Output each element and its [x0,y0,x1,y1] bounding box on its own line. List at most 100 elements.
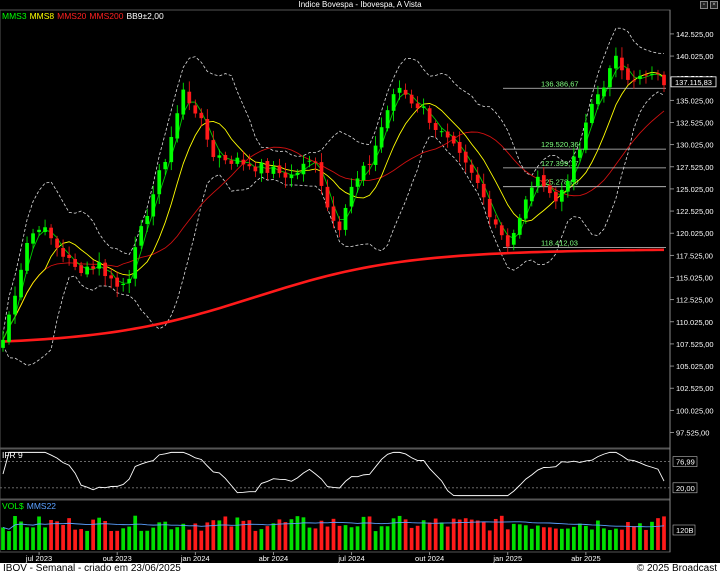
price-tick-label: 112.525,00 [676,296,713,305]
candle-body [650,73,654,75]
candle-body [91,266,95,269]
candle-body [97,262,102,269]
chart-canvas[interactable]: 120B 76,99 20,00 136.386,67 129.520,36 127.… [0,0,720,563]
candle-body [481,183,486,198]
candle-body [445,131,450,138]
price-tick-label: 135.025,00 [676,96,714,105]
candle-body [277,165,282,174]
candle-body [439,131,444,133]
volume-bar [67,518,71,550]
volume-bar [367,516,372,550]
candle-body [367,163,372,165]
volume-bar [127,526,132,550]
candle-body [145,215,150,225]
candle-body [175,113,180,139]
price-tick-label: 120.025,00 [676,229,714,238]
candle-body [547,185,552,194]
candle-body [325,186,330,208]
volume-bar [97,517,102,550]
price-tick-label: 107.525,00 [676,340,714,349]
candle-body [578,149,582,158]
candle-body [379,127,384,148]
volume-bar [109,531,114,550]
candle-body [217,155,222,158]
volume-bar [541,527,546,550]
volume-bar [289,519,294,550]
ifr-panel-border [0,448,671,500]
volume-scale-label: 120B [676,526,694,535]
volume-bar [451,518,456,550]
candle-body [229,160,234,164]
candle-body [61,248,65,257]
volume-bar [31,527,35,550]
volume-bar [547,527,552,550]
volume-bar [103,521,108,550]
volume-bar [139,530,144,550]
volume-bar [19,521,23,550]
footer-copyright: © 2025 Broadcast [636,563,717,574]
candle-body [505,235,510,247]
candle-body [187,91,192,104]
volume-bar [193,523,198,550]
price-tick-label: 105.025,00 [676,362,714,371]
volume-bar [385,526,390,550]
legend-bb: BB9±2,00 [126,11,164,21]
volume-bar [241,520,246,550]
candle-body [43,227,47,233]
price-panel-border [0,9,671,449]
volume-bar [427,522,432,550]
bollinger-bands [2,27,665,366]
candle-body [253,166,258,172]
candle-body [223,155,228,161]
legend-mms3: MMS3 [2,11,27,21]
volume-bar [523,525,528,550]
candle-body [181,89,186,115]
price-axis: 142.525,00140.025,00137.525,00135.025,00… [670,30,717,437]
volume-bar [13,516,17,550]
volume-bar [181,523,186,550]
volume-bar [361,516,366,550]
candle-body [151,194,156,217]
volume-bar [49,519,53,550]
price-tick-label: 140.025,00 [676,52,714,61]
window-buttons: ▫ × [700,1,718,9]
candle-body [157,170,162,195]
ifr-ref-badge [672,482,698,494]
candle-body [535,176,540,187]
price-tick-label: 117.525,00 [676,251,713,260]
restore-button[interactable]: ▫ [700,1,708,9]
ifr-title: IFR 9 [2,450,23,460]
candle-body [1,339,5,348]
volume-bar [620,529,624,550]
volume-bar [79,529,83,550]
time-tick-label: jul 2024 [337,554,364,563]
candle-body [73,259,77,267]
volume-bar [596,520,600,550]
volume-bar [307,527,312,550]
volume-bar [572,526,576,550]
volume-bar [463,518,468,550]
volume-bar [253,530,258,550]
candle-body [163,161,168,170]
candle-body [421,106,426,108]
volume-bar [151,527,156,550]
volume-bar [313,528,318,550]
volume-bar [439,522,444,550]
candle-body [349,186,354,207]
candle-body [199,112,204,119]
volume-bar [91,519,95,550]
candle-body [385,110,390,129]
volume-bar [469,519,474,550]
close-button[interactable]: × [710,1,718,9]
mms20-line [2,110,665,341]
price-tick-label: 115.025,00 [676,273,713,282]
legend-mms200: MMS200 [89,11,124,21]
volume-ma-line [2,521,665,530]
candle-body [638,75,642,79]
ifr-ref-label: 76,99 [676,458,695,467]
current-price-label: 137.115,83 [675,78,712,87]
volume-bar [445,526,450,550]
candle-body [205,119,210,140]
candle-body [133,247,138,279]
candle-body [391,94,396,111]
